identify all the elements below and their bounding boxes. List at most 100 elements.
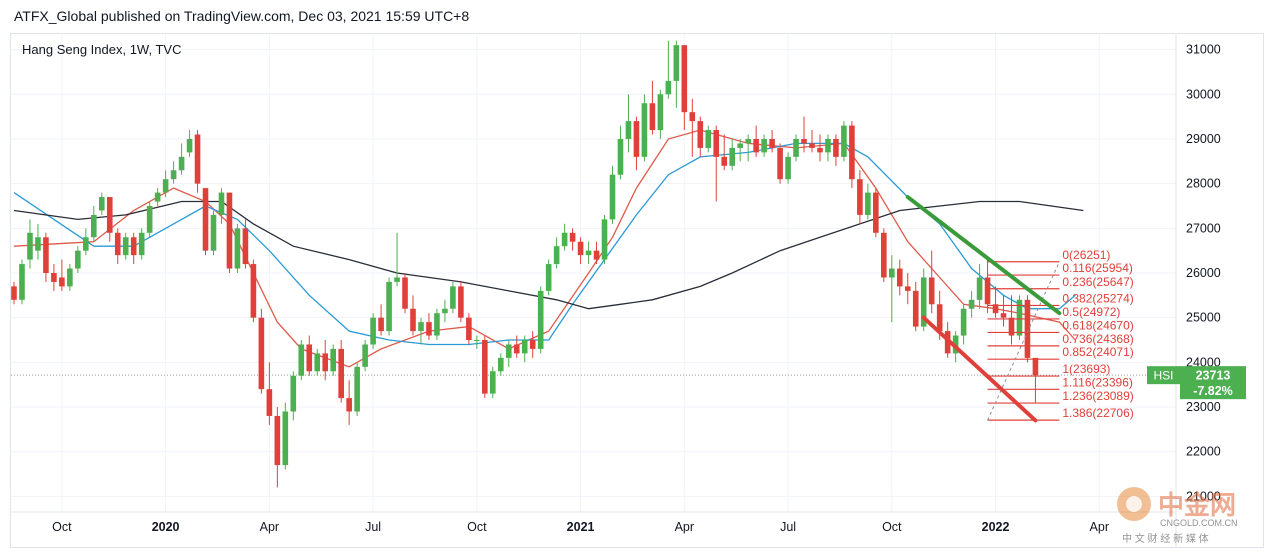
y-axis: 31000 30000 29000 28000 27000 26000 25000 24000… — [1186, 43, 1221, 504]
y-tick-label: 28000 — [1186, 177, 1221, 191]
candle-body — [513, 344, 520, 354]
watermark-site: CNGOLD.COM.CN — [1160, 518, 1238, 528]
candle — [1000, 295, 1007, 327]
candle-body — [250, 264, 257, 318]
symbol-tag-text: HSI — [1153, 369, 1173, 383]
candle-body — [75, 250, 81, 269]
fib-level-label: 1.386(22706) — [1062, 406, 1133, 420]
candle-body — [202, 188, 209, 251]
candle — [649, 80, 656, 135]
chart-frame[interactable] — [10, 33, 1264, 548]
candle-body — [984, 277, 991, 305]
candle-body — [976, 277, 983, 300]
candle — [617, 125, 624, 180]
candle-body — [920, 277, 927, 327]
candle — [761, 134, 767, 157]
candle — [609, 165, 616, 224]
candle-body — [258, 317, 265, 390]
candle-body — [59, 277, 65, 287]
candle-body — [529, 340, 536, 349]
candle-body — [1008, 317, 1015, 336]
candle — [984, 259, 991, 314]
candle-body — [577, 241, 584, 256]
candle — [497, 353, 504, 376]
candle-body — [306, 344, 313, 372]
candle-body — [474, 340, 480, 342]
x-tick-label: Jul — [780, 520, 796, 534]
candle — [737, 138, 743, 162]
candle — [170, 161, 177, 184]
candle-body — [114, 232, 121, 256]
y-tick-label: 24000 — [1186, 355, 1221, 369]
candle-body — [194, 134, 201, 184]
candle — [43, 232, 49, 282]
candle-body — [482, 340, 488, 394]
candle — [857, 170, 863, 224]
trend-lines — [905, 195, 1062, 423]
candle-body — [218, 192, 225, 215]
candle-body — [497, 357, 504, 372]
x-tick-label: Apr — [1090, 520, 1109, 534]
candle-body — [138, 232, 145, 256]
candle — [673, 40, 680, 108]
candle — [1032, 357, 1039, 403]
candle-body — [27, 232, 33, 260]
candle-body — [282, 411, 289, 466]
candle — [593, 241, 600, 265]
candle — [410, 295, 416, 336]
candle — [306, 335, 313, 376]
candle-body — [633, 121, 640, 157]
candle-body — [386, 281, 392, 332]
candle — [418, 317, 424, 345]
candle — [681, 45, 688, 131]
candle — [59, 259, 65, 291]
candle-body — [394, 277, 400, 282]
candle-body — [545, 264, 552, 291]
last-price-marker: HSI 23713-7.82% — [1147, 366, 1246, 400]
candle — [825, 134, 831, 162]
candle — [769, 130, 775, 153]
candle-body — [266, 389, 273, 416]
candle-body — [19, 264, 25, 300]
candle — [130, 232, 137, 265]
candle-body — [968, 299, 975, 309]
candles — [11, 40, 1039, 488]
candle — [186, 130, 193, 157]
candle-body — [426, 322, 432, 336]
candle-body — [841, 125, 847, 157]
candle — [162, 170, 169, 198]
candle — [713, 125, 720, 202]
candle — [505, 340, 512, 367]
candle — [896, 259, 903, 296]
candle-body — [705, 130, 712, 148]
candle-body — [681, 45, 688, 113]
y-tick-label: 30000 — [1186, 87, 1221, 101]
candle-body — [849, 125, 855, 180]
candle-body — [226, 192, 233, 269]
candle-body — [1032, 357, 1039, 376]
candle-body — [697, 121, 704, 148]
candle — [250, 259, 257, 323]
candle — [178, 143, 185, 175]
candle-body — [896, 268, 903, 287]
fib-level-label: 0.5(24972) — [1062, 305, 1120, 319]
candle — [889, 255, 895, 323]
candle-body — [330, 348, 336, 372]
candle — [146, 201, 153, 238]
candle — [210, 210, 217, 256]
candle — [625, 94, 632, 153]
candle — [226, 192, 233, 273]
candle — [1008, 295, 1015, 345]
candle — [138, 228, 145, 260]
candle-body — [186, 138, 193, 153]
candle-body — [625, 121, 632, 139]
candle-body — [322, 353, 329, 372]
symbol-title: Hang Seng Index, 1W, TVC — [22, 42, 182, 57]
candle — [290, 371, 297, 421]
candle — [561, 223, 568, 251]
candle — [298, 340, 305, 381]
candle-body — [737, 143, 743, 148]
x-tick-label: Jul — [365, 520, 381, 534]
candle-body — [713, 130, 720, 157]
